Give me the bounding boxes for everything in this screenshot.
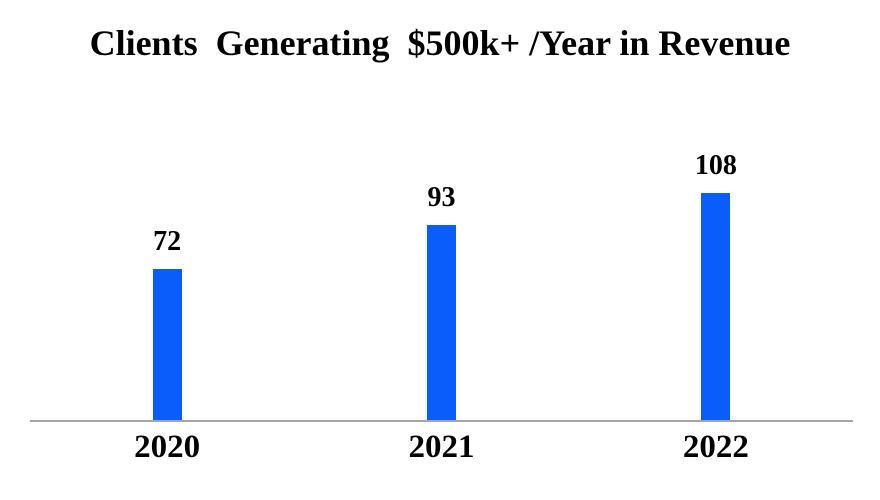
- bar-value-label: 72: [153, 226, 182, 257]
- category-label-2022: 2022: [682, 429, 749, 465]
- x-axis-line: [30, 420, 853, 422]
- category-label-2021: 2021: [408, 429, 475, 465]
- bar-group-2022: 108: [579, 152, 853, 420]
- category-label-2020: 2020: [134, 429, 201, 465]
- chart-title: Clients Generating $500k+ /Year in Reven…: [89, 23, 791, 63]
- bar-2022: [701, 193, 731, 420]
- bar-group-2021: 93: [304, 184, 578, 420]
- bar-value-label: 108: [694, 150, 737, 181]
- bar-2020: [152, 269, 182, 420]
- bar-value-label: 93: [427, 182, 456, 213]
- bar-2021: [426, 225, 456, 420]
- bar-group-2020: 72: [30, 228, 304, 420]
- plot-area: 72 93 108 2020 2021 2022: [30, 0, 853, 500]
- category-axis-labels: 2020 2021 2022: [30, 431, 853, 464]
- bars-row: 72 93 108: [30, 152, 853, 420]
